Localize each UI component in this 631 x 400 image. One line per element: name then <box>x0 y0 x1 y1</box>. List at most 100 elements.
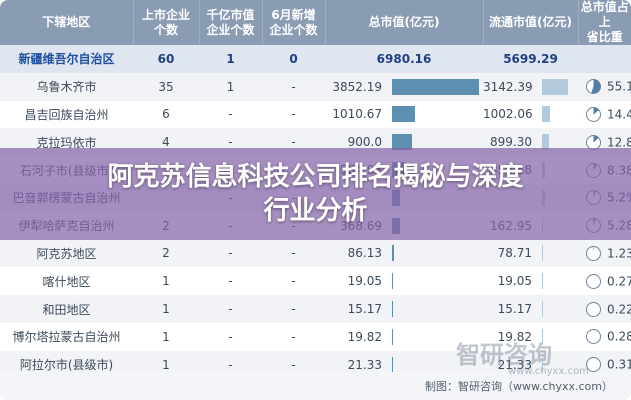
total-cap-bar-cell <box>388 322 484 351</box>
summary-new: 0 <box>262 45 325 73</box>
header-float-cap: 流通市值(亿元) <box>483 0 579 45</box>
listed-count: 35 <box>133 72 199 101</box>
region-name: 博尔塔拉蒙古自治州 <box>0 322 133 351</box>
float-cap-bar-cell <box>538 72 579 101</box>
summary-share <box>578 45 631 73</box>
listed-count: 1 <box>133 295 199 323</box>
total-cap-bar-cell <box>388 295 484 323</box>
watermark-url: www.chyxx.com <box>508 366 589 377</box>
total-cap-value: 3852.19 <box>325 72 388 101</box>
listed-count: 1 <box>133 322 199 351</box>
total-cap-bar-cell <box>388 72 484 101</box>
listed-count: 1 <box>133 267 199 296</box>
new-count: - <box>262 100 325 129</box>
float-cap-bar-cell <box>538 100 579 129</box>
float-cap-bar-cell <box>538 239 579 268</box>
total-cap-value: 1010.67 <box>325 100 388 129</box>
bar-track <box>542 134 574 151</box>
header-share: 总市值占上 省比重 <box>578 0 631 45</box>
bar-track <box>542 78 574 95</box>
watermark-logo: 智研咨询 <box>456 341 552 369</box>
trillion-count: - <box>199 267 262 296</box>
trillion-count: - <box>199 295 262 323</box>
region-name: 和田地区 <box>0 295 133 323</box>
trillion-count: - <box>199 322 262 351</box>
float-cap-bar-cell <box>538 295 579 323</box>
share-cell: 1.23% <box>578 239 631 268</box>
float-cap-value: 15.17 <box>483 295 539 323</box>
summary-float-cap: 5699.29 <box>483 45 579 73</box>
share-pie-icon <box>586 273 602 289</box>
share-percent: 0.28% <box>607 329 631 344</box>
summary-total-cap: 6980.16 <box>325 45 484 73</box>
float-cap-bar-cell <box>538 322 579 351</box>
float-cap-bar <box>542 78 569 95</box>
float-cap-bar <box>542 245 543 262</box>
region-name: 昌吉回族自治州 <box>0 100 133 129</box>
float-cap-bar-cell <box>538 267 579 296</box>
float-cap-value: 78.71 <box>483 239 539 268</box>
region-name: 喀什地区 <box>0 267 133 296</box>
new-count: - <box>262 322 325 351</box>
bar-track <box>392 245 479 262</box>
bar-track <box>542 273 574 290</box>
bar-track <box>392 301 479 318</box>
title-overlay-banner: 阿克苏信息科技公司排名揭秘与深度行业分析 <box>0 148 631 240</box>
share-cell: 55.19% <box>578 72 631 101</box>
float-cap-bar <box>542 134 550 151</box>
share-cell: 14.48% <box>578 100 631 129</box>
share-cell: 0.22% <box>578 295 631 323</box>
header-new-count: 6月新增 企业个数 <box>262 0 326 45</box>
region-name: 阿克苏地区 <box>0 239 133 268</box>
share-pie-icon <box>586 79 602 95</box>
total-cap-bar <box>392 245 394 262</box>
region-name: 乌鲁木齐市 <box>0 72 133 101</box>
total-cap-bar <box>392 106 415 123</box>
share-pie-icon <box>586 106 602 122</box>
trillion-count: 1 <box>199 72 262 101</box>
header-listed-count: 上市企业 个数 <box>133 0 200 45</box>
float-cap-value: 19.05 <box>483 267 539 296</box>
share-cell: 0.28% <box>578 322 631 351</box>
trillion-count: - <box>199 100 262 129</box>
header-total-cap: 总市值(亿元) <box>325 0 484 45</box>
share-percent: 0.27% <box>607 274 631 289</box>
share-pie-icon <box>586 329 602 345</box>
float-cap-bar <box>542 106 551 123</box>
overlay-title: 阿克苏信息科技公司排名揭秘与深度行业分析 <box>107 162 524 226</box>
bar-track <box>392 78 480 95</box>
chart-credit: 制图：智研咨询（www.chyxx.com） <box>424 380 613 393</box>
total-cap-bar-cell <box>388 239 484 268</box>
bar-track <box>392 356 479 373</box>
share-pie-icon <box>586 245 602 261</box>
bar-track <box>542 328 574 345</box>
total-cap-value: 86.13 <box>325 239 388 268</box>
float-cap-value: 1002.06 <box>483 100 539 129</box>
share-cell: 0.27% <box>578 267 631 296</box>
bar-track <box>542 356 574 373</box>
bar-track <box>542 301 574 318</box>
float-cap-value: 3142.39 <box>483 72 539 101</box>
total-cap-value: 19.05 <box>325 267 388 296</box>
share-percent: 14.48% <box>607 107 631 122</box>
listed-count: 2 <box>133 239 199 268</box>
total-cap-bar <box>392 134 413 151</box>
listed-count: 6 <box>133 100 199 129</box>
new-count: - <box>262 295 325 323</box>
total-cap-bar <box>392 78 480 95</box>
total-cap-value: 15.17 <box>325 295 388 323</box>
new-count: - <box>262 239 325 268</box>
float-cap-value: 19.82 <box>483 322 539 351</box>
bar-track <box>392 106 479 123</box>
bar-track <box>392 273 479 290</box>
header-trillion-count: 千亿市值 企业个数 <box>199 0 263 45</box>
summary-name: 新疆维吾尔自治区 <box>0 45 133 73</box>
share-percent: 0.31% <box>607 357 631 372</box>
bar-track <box>392 328 479 345</box>
total-cap-bar-cell <box>388 100 484 129</box>
